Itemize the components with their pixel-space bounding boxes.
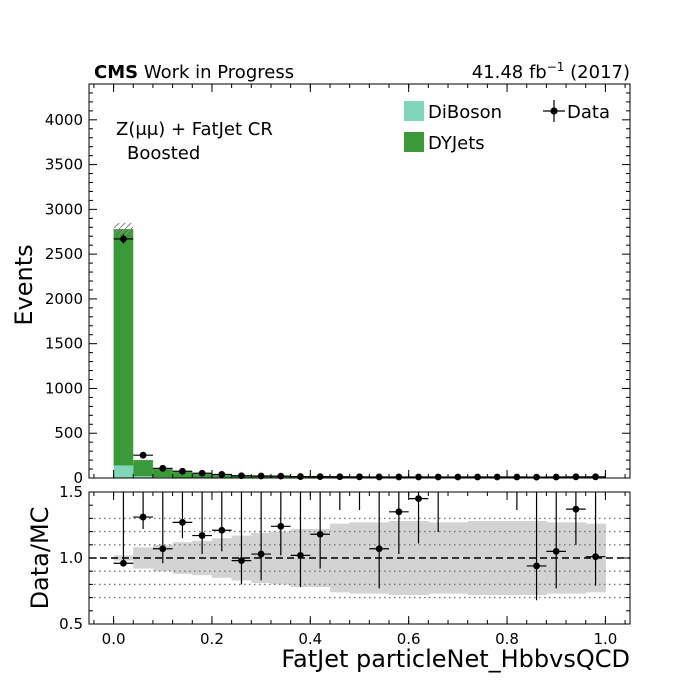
y-tick-label: 4000 (45, 111, 83, 129)
ratio-point (546, 492, 567, 589)
data-point (408, 473, 429, 481)
ratio-point (113, 492, 134, 567)
ratio-point (192, 492, 212, 555)
stacked-bars (113, 229, 606, 478)
ratio-point (231, 492, 252, 585)
data-point (192, 469, 212, 477)
legend-label-dyjets: DYJets (428, 133, 485, 154)
data-point (448, 473, 468, 481)
hatch-bin (113, 222, 134, 236)
ratio-point (211, 492, 232, 552)
x-tick-label: 0.4 (298, 630, 322, 648)
x-tick-label: 0.6 (397, 630, 421, 648)
ratio-point (369, 492, 390, 589)
y-tick-label: 3000 (45, 200, 83, 218)
data-point (369, 473, 390, 481)
ratio-y-tick-label: 1.5 (59, 483, 83, 501)
data-point (467, 473, 488, 481)
unc-band-bin (133, 547, 154, 569)
bar-dyjets (172, 472, 193, 478)
region-label: Z(μμ) + FatJet CR (116, 119, 273, 140)
data-point (310, 473, 330, 481)
ratio-frame (88, 491, 631, 625)
y-tick-label: 2500 (45, 245, 83, 263)
x-axis-label: FatJet particleNet_HbbvsQCD (281, 645, 630, 673)
unc-band-bin (408, 521, 429, 595)
legend-swatch-diboson (404, 101, 424, 121)
ratio-point (270, 492, 291, 556)
ratio-points (113, 492, 606, 601)
lumi-label: 41.48 fb−1 (2017) (472, 60, 630, 83)
ratio-y-tick-label: 0.5 (59, 615, 83, 633)
ratio-point (133, 492, 153, 529)
ratio-ticks: 0.5 1.0 1.5 0.0 0.2 0.4 0.6 0.8 1.0 (59, 483, 630, 648)
ratio-point (152, 492, 173, 564)
y-tick-label: 2000 (45, 290, 83, 308)
x-tick-label: 0.0 (102, 630, 126, 648)
data-point (133, 451, 153, 459)
ratio-point (526, 492, 547, 601)
ratio-point (408, 492, 429, 544)
bar-dyjets (113, 229, 134, 466)
bar-dyjets (152, 468, 173, 478)
data-point (211, 471, 232, 478)
ratio-point (585, 492, 606, 586)
y-tick-label: 500 (54, 424, 83, 442)
data-point (290, 473, 311, 480)
data-point (487, 473, 508, 481)
bar-diboson (113, 465, 134, 478)
ratio-point (290, 492, 311, 588)
ratio-dotted-grid (89, 517, 630, 599)
bar-dyjets (133, 460, 153, 477)
data-point (172, 467, 193, 475)
y-tick-label: 3500 (45, 156, 83, 174)
data-point (507, 473, 527, 481)
legend-marker-data (543, 100, 565, 122)
cms-label: CMS Work in Progress (94, 62, 294, 83)
unc-band-bin (507, 521, 528, 595)
bar-diboson (133, 476, 153, 478)
ratio-point (251, 492, 271, 581)
data-point (546, 473, 567, 481)
unc-band-bin (329, 523, 351, 593)
data-point (585, 473, 606, 481)
data-points (113, 234, 606, 481)
main-frame (88, 83, 631, 479)
ratio-point (566, 492, 586, 545)
legend-label-diboson: DiBoson (428, 102, 502, 123)
mc-uncertainty-hatch (113, 222, 134, 236)
y-tick-label: 0 (73, 469, 83, 487)
data-point (231, 472, 252, 480)
x-tick-label: 0.2 (200, 630, 224, 648)
region-sublabel: Boosted (127, 143, 200, 164)
x-tick-label: 0.8 (495, 630, 519, 648)
y-tick-label: 1500 (45, 335, 83, 353)
legend-swatch-dyjets (404, 132, 424, 152)
y-tick-label: 1000 (45, 379, 83, 397)
data-point (152, 464, 173, 472)
data-point (113, 234, 134, 244)
ratio-y-tick-label: 1.0 (59, 549, 83, 567)
data-point (428, 473, 449, 481)
x-tick-label: 1.0 (593, 630, 617, 648)
ratio-point (310, 492, 330, 569)
data-point (349, 473, 370, 481)
ratio-y-axis-label: Data/MC (26, 507, 54, 610)
unc-band-bin (428, 522, 449, 594)
y-axis-label: Events (10, 244, 38, 325)
data-point (566, 473, 586, 481)
ratio-point (172, 492, 193, 539)
legend-label-data: Data (567, 102, 610, 123)
data-point (526, 473, 547, 481)
data-point (329, 473, 350, 481)
ratio-point (389, 492, 409, 555)
data-point (389, 473, 409, 481)
